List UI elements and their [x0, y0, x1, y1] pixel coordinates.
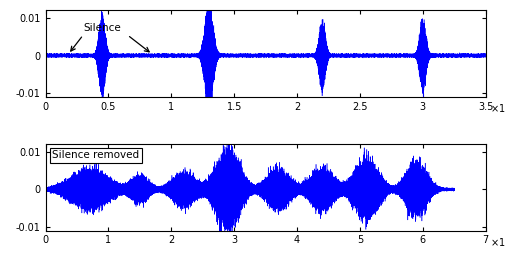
Text: $\times10^4$: $\times10^4$: [489, 235, 505, 249]
Text: $\times10^5$: $\times10^5$: [489, 101, 505, 115]
Text: Silence: Silence: [83, 23, 121, 33]
Text: Silence removed: Silence removed: [52, 150, 139, 160]
